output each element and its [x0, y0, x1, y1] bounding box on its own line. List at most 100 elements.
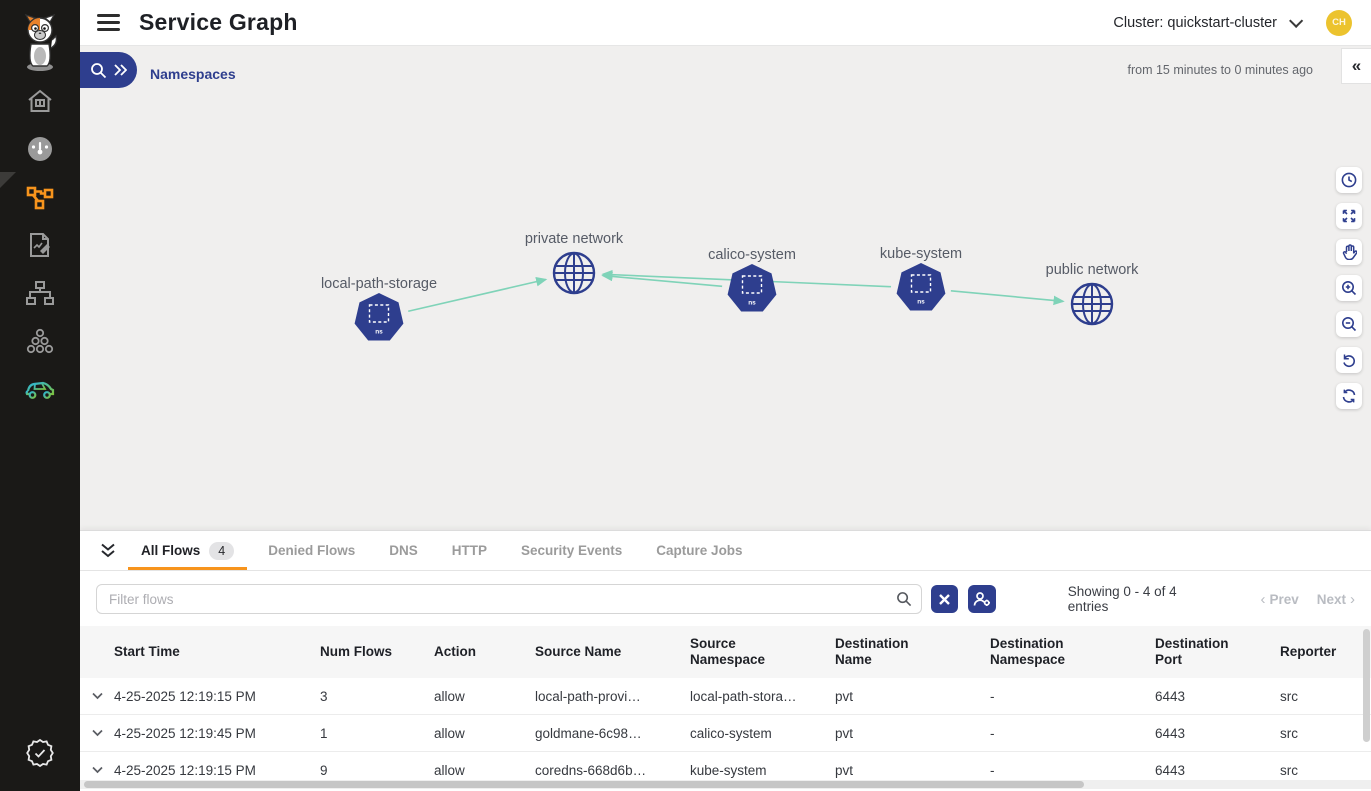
next-page-button[interactable]: Next ›: [1316, 590, 1355, 608]
table-cell: 1: [320, 725, 328, 741]
flows-panel: All Flows 4 Denied Flows DNS HTTP Security Ev…: [80, 530, 1371, 791]
time-range-button[interactable]: [1336, 167, 1362, 193]
tab-denied-flows[interactable]: Denied Flows: [268, 543, 356, 558]
vertical-scrollbar-thumb[interactable]: [1363, 629, 1370, 742]
refresh-icon: [1342, 389, 1356, 403]
filter-flows-input[interactable]: [96, 584, 922, 614]
report-pencil-icon: [28, 232, 52, 263]
table-cell: calico-system: [690, 725, 772, 741]
table-cell: 9: [320, 762, 328, 778]
avatar[interactable]: CH: [1326, 9, 1352, 36]
prev-page-button[interactable]: ‹ Prev: [1260, 590, 1299, 608]
graph-search-button[interactable]: [80, 52, 137, 88]
chevron-right-icon: ›: [1350, 590, 1355, 608]
namespace-badge: ns: [748, 300, 756, 307]
graph-node-label: calico-system: [708, 247, 796, 263]
time-range-label: from 15 minutes to 0 minutes ago: [1127, 63, 1313, 77]
sidebar-item-reports[interactable]: [25, 232, 55, 263]
table-cell: kube-system: [690, 762, 767, 778]
vertical-scrollbar[interactable]: [1363, 629, 1370, 789]
graph-edge-local-path-storage-to-private-network[interactable]: [408, 277, 548, 313]
cluster-circles-icon: [26, 328, 54, 359]
row-expand-icon[interactable]: [80, 729, 114, 737]
tab-security-events[interactable]: Security Events: [521, 543, 623, 558]
sidebar-item-clusters[interactable]: [25, 328, 55, 359]
graph-edge-calico-system-to-private-network[interactable]: [601, 271, 723, 288]
flows-tabbar: All Flows 4 Denied Flows DNS HTTP Security Ev…: [80, 531, 1371, 571]
sidebar-item-home[interactable]: [25, 89, 55, 118]
chevron-down-icon: [1289, 13, 1304, 28]
table-cell: allow: [434, 762, 465, 778]
horizontal-scrollbar[interactable]: [80, 780, 1371, 789]
active-nav-notch: [0, 172, 16, 204]
column-header[interactable]: Source Namespace: [690, 635, 766, 667]
hand-icon: [1342, 244, 1357, 260]
horizontal-scrollbar-thumb[interactable]: [84, 781, 1084, 788]
verified-badge-icon: [25, 738, 55, 773]
column-header[interactable]: Action: [434, 643, 476, 659]
tab-capture-jobs[interactable]: Capture Jobs: [656, 543, 743, 558]
pan-button[interactable]: [1336, 239, 1362, 265]
column-header[interactable]: Destination Name: [835, 635, 909, 667]
table-cell: -: [990, 762, 995, 778]
graph-node-label: private network: [525, 231, 624, 247]
graph-node-calico-system[interactable]: ns calico-system: [706, 245, 798, 312]
tab-http[interactable]: HTTP: [451, 543, 487, 558]
table-cell: src: [1280, 725, 1298, 741]
sidebar-item-service-graph[interactable]: [25, 186, 55, 213]
graph-subbar: Namespaces from 15 minutes to 0 minutes …: [80, 46, 1371, 88]
tab-dns[interactable]: DNS: [389, 543, 418, 558]
breadcrumb-namespaces[interactable]: Namespaces: [150, 66, 236, 82]
sidebar-item-dashboards[interactable]: [25, 137, 55, 165]
column-header[interactable]: Reporter: [1280, 643, 1337, 659]
table-cell: 6443: [1155, 725, 1186, 741]
tab-count-badge: 4: [209, 541, 235, 560]
column-header[interactable]: Destination Namespace: [990, 635, 1066, 667]
home-icon: [27, 89, 53, 118]
graph-node-label: kube-system: [880, 246, 962, 262]
column-header[interactable]: Source Name: [535, 643, 622, 659]
service-graph-view[interactable]: ns local-path-storage private network ns cal…: [80, 88, 1371, 530]
graph-node-private-network[interactable]: private network: [523, 229, 626, 295]
zoom-in-button[interactable]: [1336, 275, 1362, 301]
collapse-right-panel-button[interactable]: «: [1341, 48, 1371, 84]
refresh-button[interactable]: [1336, 383, 1362, 409]
graph-edge-kube-system-to-public-network[interactable]: [950, 289, 1065, 306]
zoom-in-icon: [1342, 281, 1357, 296]
sidebar-item-network[interactable]: [25, 281, 55, 309]
zoom-out-icon: [1342, 317, 1357, 332]
table-cell: src: [1280, 762, 1298, 778]
flow-settings-button[interactable]: [968, 585, 996, 613]
column-header[interactable]: Num Flows: [320, 643, 393, 659]
tab-all-flows[interactable]: All Flows 4: [128, 531, 248, 570]
table-cell: 6443: [1155, 688, 1186, 704]
expand-icon: [1342, 209, 1356, 223]
zoom-out-button[interactable]: [1336, 311, 1362, 337]
graph-node-label: local-path-storage: [321, 276, 437, 292]
fit-screen-button[interactable]: [1336, 203, 1362, 229]
table-row[interactable]: 4-25-2025 12:19:45 PM 1 allow goldmane-6c98…: [80, 715, 1371, 752]
graph-node-public-network[interactable]: public network: [1044, 260, 1141, 326]
sidebar-item-compliance[interactable]: [0, 738, 80, 773]
search-icon: [91, 62, 107, 78]
sidebar-item-autoscope[interactable]: [25, 378, 55, 405]
table-cell: pvt: [835, 688, 854, 704]
graph-toolbar: [1336, 167, 1362, 409]
clear-filter-button[interactable]: [930, 585, 959, 613]
car-icon: [25, 377, 55, 406]
cluster-selector[interactable]: Cluster: quickstart-cluster: [1113, 13, 1304, 31]
column-header[interactable]: Start Time: [114, 643, 180, 659]
graph-node-local-path-storage[interactable]: ns local-path-storage: [319, 274, 439, 341]
column-header[interactable]: Destination Port: [1155, 635, 1229, 667]
undo-layout-button[interactable]: [1336, 347, 1362, 373]
graph-node-kube-system[interactable]: ns kube-system: [878, 244, 964, 311]
double-chevron-right-icon: [114, 64, 127, 76]
chevron-left-icon: ‹: [1260, 590, 1266, 608]
table-row[interactable]: 4-25-2025 12:19:15 PM 3 allow local-path-pr…: [80, 678, 1371, 715]
row-expand-icon[interactable]: [80, 766, 114, 774]
hamburger-menu-icon[interactable]: [97, 14, 120, 31]
row-expand-icon[interactable]: [80, 692, 114, 700]
calico-cat-logo[interactable]: [18, 13, 62, 72]
table-cell: -: [990, 688, 995, 704]
collapse-flows-button[interactable]: [94, 531, 122, 570]
